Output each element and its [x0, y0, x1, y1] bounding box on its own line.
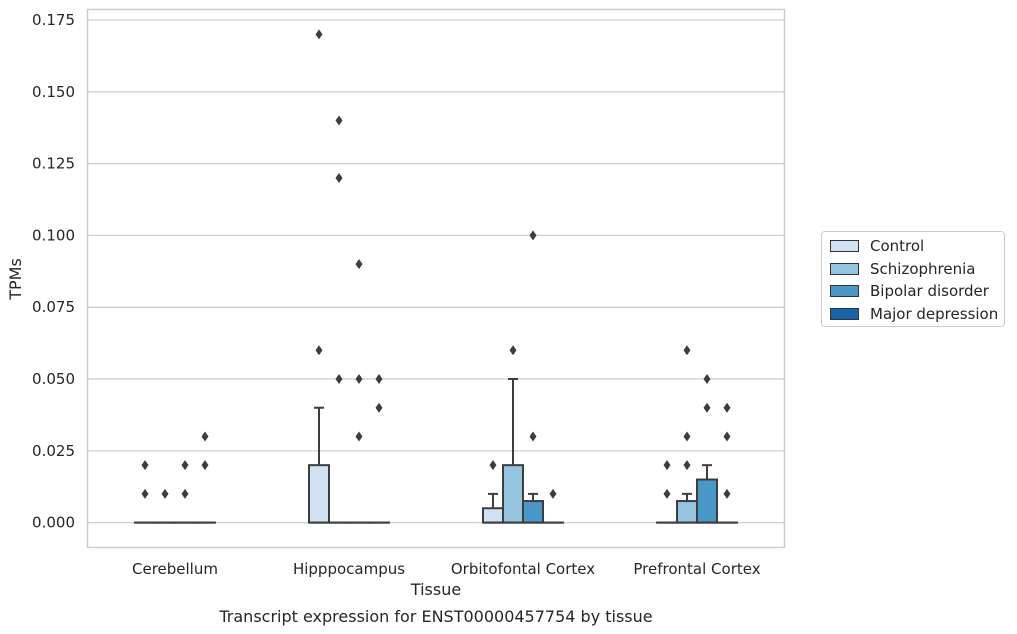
- outlier-point: [181, 488, 189, 499]
- outlier-point: [201, 460, 209, 471]
- x-tick-labels: Cerebellum Hipppocampus Orbitofontal Corte…: [132, 560, 761, 578]
- outlier-point: [375, 402, 383, 413]
- legend-label: Bipolar disorder: [870, 282, 989, 301]
- outlier-point: [181, 460, 189, 471]
- y-tick-label: 0.125: [32, 155, 75, 173]
- outlier-point: [509, 345, 517, 356]
- outlier-point: [201, 431, 209, 442]
- outlier-point: [683, 431, 691, 442]
- outlier-point: [723, 402, 731, 413]
- legend-item: Control: [830, 235, 1004, 258]
- box-series: [134, 378, 738, 524]
- legend-label: Major depression: [870, 304, 999, 323]
- outlier-point: [141, 460, 149, 471]
- x-tick-label: Orbitofontal Cortex: [451, 560, 595, 578]
- outlier-point: [335, 374, 343, 385]
- legend-swatch: [830, 240, 859, 253]
- x-tick-label: Hipppocampus: [293, 560, 405, 578]
- outlier-point: [375, 374, 383, 385]
- box-body: [482, 507, 504, 524]
- outlier-point: [703, 402, 711, 413]
- legend-item: Bipolar disorder: [830, 280, 1004, 303]
- box-body: [676, 500, 698, 524]
- legend-item: Schizophrenia: [830, 258, 1004, 281]
- outlier-point: [683, 345, 691, 356]
- y-tick-labels: 0.000 0.025 0.050 0.075 0.100 0.125 0.150 0.175: [32, 11, 75, 532]
- outlier-point: [489, 460, 497, 471]
- y-axis-label: TPMs: [6, 258, 25, 301]
- x-axis-label: Tissue: [410, 580, 461, 599]
- legend-item: Major depression: [830, 303, 1004, 326]
- y-tick-label: 0.025: [32, 442, 75, 460]
- outlier-point: [683, 460, 691, 471]
- outlier-points: [141, 29, 731, 499]
- outlier-point: [161, 488, 169, 499]
- box-body: [522, 500, 544, 524]
- legend-label: Schizophrenia: [870, 259, 976, 278]
- outlier-point: [355, 374, 363, 385]
- outlier-point: [723, 488, 731, 499]
- outlier-point: [549, 488, 557, 499]
- y-tick-label: 0.050: [32, 370, 75, 388]
- y-tick-label: 0.150: [32, 83, 75, 101]
- outlier-point: [723, 431, 731, 442]
- box-body: [696, 478, 718, 524]
- x-tick-label: Prefrontal Cortex: [633, 560, 760, 578]
- box-body: [502, 464, 524, 524]
- y-tick-label: 0.000: [32, 514, 75, 532]
- grid-lines: [88, 19, 784, 524]
- outlier-point: [355, 259, 363, 270]
- outlier-point: [315, 29, 323, 40]
- outlier-point: [315, 345, 323, 356]
- legend-swatch: [830, 285, 859, 298]
- outlier-point: [355, 431, 363, 442]
- outlier-point: [141, 488, 149, 499]
- outlier-point: [663, 460, 671, 471]
- outlier-point: [703, 374, 711, 385]
- outlier-point: [529, 230, 537, 241]
- legend-swatch: [830, 307, 859, 320]
- box-body: [308, 464, 330, 524]
- x-tick-label: Cerebellum: [132, 560, 218, 578]
- chart-caption: Transcript expression for ENST0000045775…: [218, 607, 652, 626]
- legend-swatch: [830, 262, 859, 275]
- legend-label: Control: [870, 237, 925, 256]
- plot-frame: [86, 8, 786, 549]
- outlier-point: [335, 172, 343, 183]
- outlier-point: [663, 488, 671, 499]
- legend: Control Schizophrenia Bipolar disorder Majo…: [821, 231, 1005, 327]
- y-tick-label: 0.175: [32, 11, 75, 29]
- y-tick-label: 0.075: [32, 298, 75, 316]
- outlier-point: [335, 115, 343, 126]
- y-tick-label: 0.100: [32, 226, 75, 244]
- outlier-point: [529, 431, 537, 442]
